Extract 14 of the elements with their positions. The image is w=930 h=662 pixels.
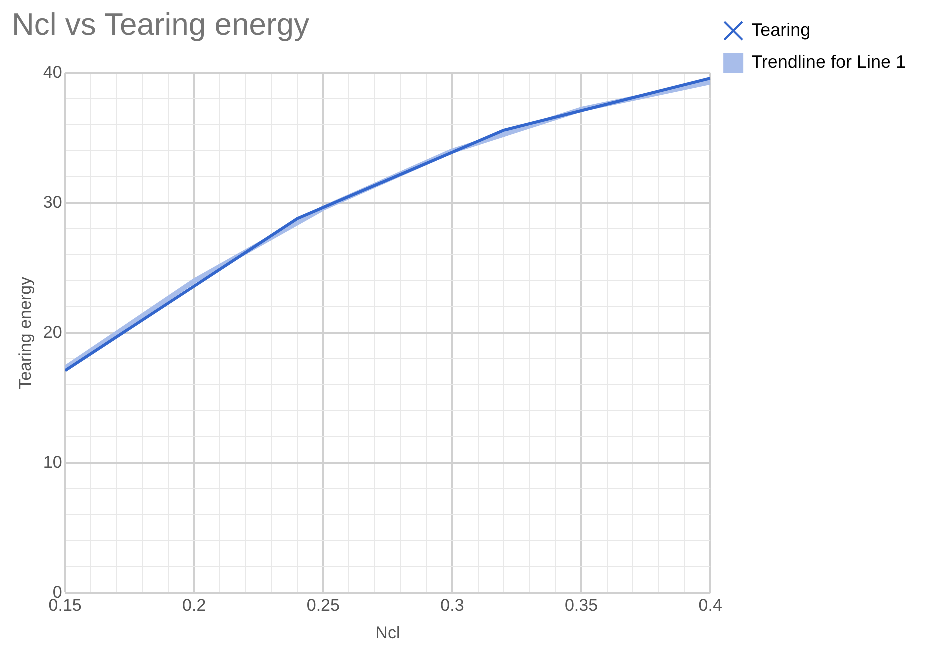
x-tick-label: 0.2 [182,596,206,616]
chart-title: Ncl vs Tearing energy [12,7,310,42]
y-tick-label: 10 [43,452,62,472]
legend-label: Tearing [752,20,811,40]
x-axis-title: Ncl [376,623,400,642]
x-tick-label: 0.25 [306,596,340,616]
x-tick-label: 0.3 [440,596,464,616]
y-tick-label: 40 [43,62,62,82]
y-tick-label: 30 [43,192,62,212]
y-tick-label: 20 [43,322,62,342]
y-axis-title: Tearing energy [16,276,35,390]
x-tick-label: 0.35 [564,596,598,616]
x-tick-label: 0.4 [698,596,722,616]
legend-label: Trendline for Line 1 [752,52,906,72]
